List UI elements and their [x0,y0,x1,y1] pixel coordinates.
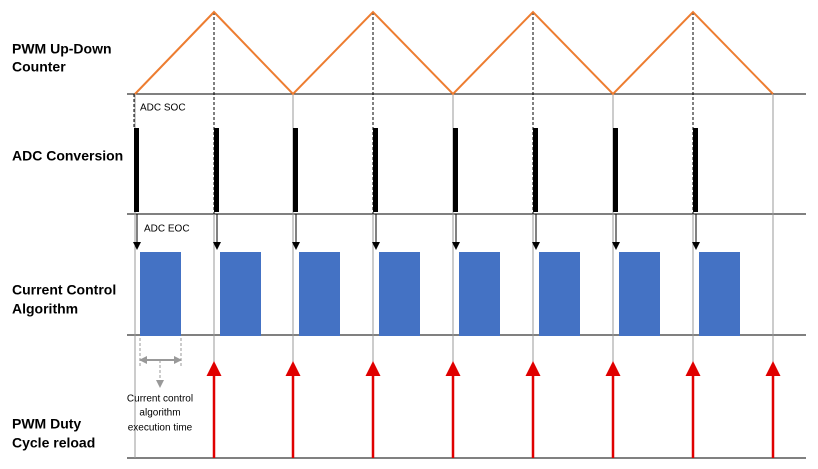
adc-pulse [134,128,139,212]
adc-pulse [293,128,298,212]
annotation: execution time [128,423,193,434]
adc-pulse [613,128,618,212]
adc-pulse [693,128,698,212]
row-label: Algorithm [12,301,78,317]
adc-pulse [533,128,538,212]
adc-pulse [373,128,378,212]
row-label: PWM Up-Down [12,41,112,57]
annotation: Current control [127,394,193,405]
control-block [619,252,660,336]
control-block [299,252,340,336]
row-label: Cycle reload [12,435,95,451]
row-label: Counter [12,59,66,75]
counter-waveform [134,10,774,96]
adc-pulse [214,128,219,212]
diagram-shapes [127,10,806,459]
adc-pulse [453,128,458,212]
row-label: Current Control [12,282,116,298]
control-block [220,252,261,336]
row-label: ADC Conversion [12,148,123,164]
control-block [539,252,580,336]
row-label: PWM Duty [12,416,81,432]
control-block [379,252,420,336]
control-block [459,252,500,336]
control-block [699,252,740,336]
annotation: ADC EOC [144,224,190,235]
control-block [140,252,181,336]
annotation: algorithm [139,408,180,419]
annotation: ADC SOC [140,103,186,114]
